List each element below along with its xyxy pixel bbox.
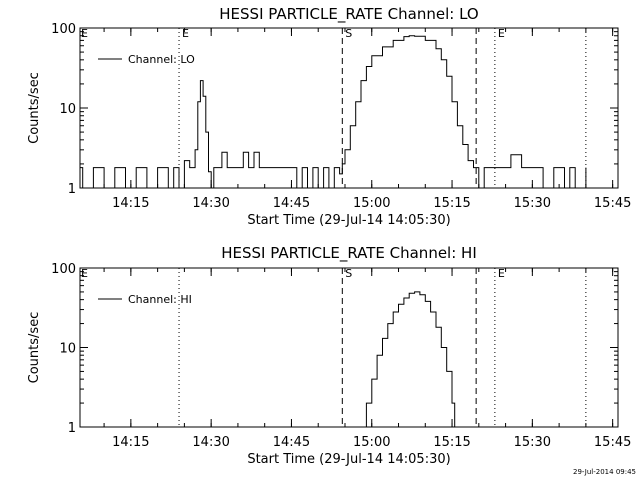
marker-label: E [498,27,505,40]
x-tick-label: 15:15 [433,196,470,211]
x-tick-label: 15:00 [353,196,390,211]
x-tick-label: 15:15 [433,435,470,450]
x-tick-label: 14:45 [273,196,310,211]
x-axis-label: Start Time (29-Jul-14 14:05:30) [247,452,450,467]
y-tick-label: 1 [68,182,76,197]
marker-label: E [182,27,189,40]
corner-label: E [81,267,88,280]
chart-title: HESSI PARTICLE_RATE Channel: HI [221,244,477,263]
series-line [363,291,456,428]
x-tick-label: 14:15 [112,196,149,211]
x-tick-label: 14:30 [192,196,229,211]
y-axis-label: Counts/sec [27,312,42,384]
series-line [80,35,587,189]
x-tick-label: 14:30 [192,435,229,450]
marker-label: E [498,267,505,280]
x-tick-label: 15:00 [353,435,390,450]
y-tick-label: 100 [51,262,76,277]
plot-frame [79,267,619,428]
x-tick-label: 14:15 [112,435,149,450]
legend-label: Channel: LO [128,53,195,66]
legend-label: Channel: HI [128,293,192,306]
footer-timestamp: 29-Jul-2014 09:45 [573,468,636,476]
y-tick-label: 1 [68,421,76,436]
chart-panel-hi: HESSI PARTICLE_RATE Channel: HI 14:15 14:3… [27,244,631,467]
x-axis-label: Start Time (29-Jul-14 14:05:30) [247,213,450,228]
marker-label: S [345,267,352,280]
x-tick-label: 15:30 [514,435,551,450]
plot-frame [79,27,619,189]
y-tick-label: 10 [59,342,76,357]
y-tick-label: 10 [59,102,76,117]
chart-panel-lo: HESSI PARTICLE_RATE Channel: LO 14:15 14:3… [27,5,631,228]
y-axis-label: Counts/sec [27,72,42,144]
x-tick-label: 15:45 [594,196,631,211]
chart-title: HESSI PARTICLE_RATE Channel: LO [219,5,478,24]
x-tick-label: 14:45 [273,435,310,450]
corner-label: E [81,27,88,40]
marker-label: S [345,27,352,40]
x-tick-label: 15:30 [514,196,551,211]
x-tick-label: 15:45 [594,435,631,450]
y-tick-label: 100 [51,22,76,37]
